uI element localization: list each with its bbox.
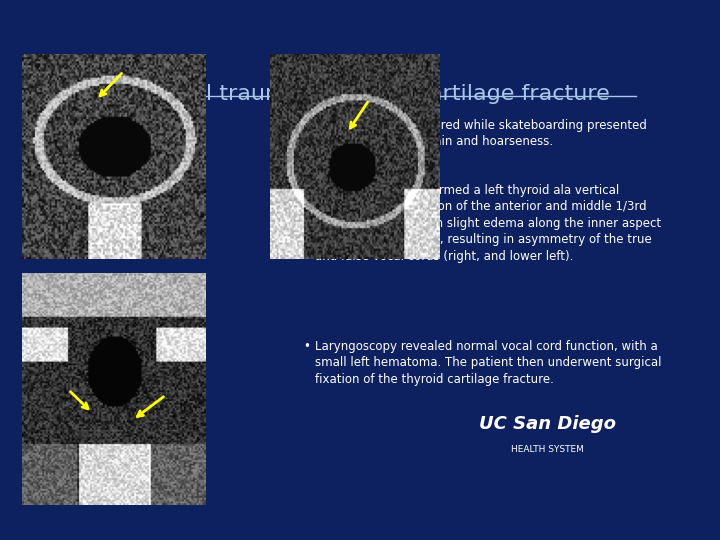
Text: Noncontrast CT confirmed a left thyroid ala vertical
fracture at the junction of: Noncontrast CT confirmed a left thyroid … [315, 184, 662, 263]
Text: HEALTH SYSTEM: HEALTH SYSTEM [511, 444, 584, 454]
Text: 21 year old male injured while skateboarding presented
with anterior neck pain a: 21 year old male injured while skateboar… [315, 119, 647, 148]
Text: •: • [303, 340, 310, 353]
Text: Laryngeal trauma – Thyroid cartilage fracture: Laryngeal trauma – Thyroid cartilage fra… [102, 84, 610, 104]
Text: •: • [303, 184, 310, 197]
Text: UC San Diego: UC San Diego [479, 415, 616, 433]
Text: •: • [303, 119, 310, 132]
Text: Laryngoscopy revealed normal vocal cord function, with a
small left hematoma. Th: Laryngoscopy revealed normal vocal cord … [315, 340, 662, 386]
